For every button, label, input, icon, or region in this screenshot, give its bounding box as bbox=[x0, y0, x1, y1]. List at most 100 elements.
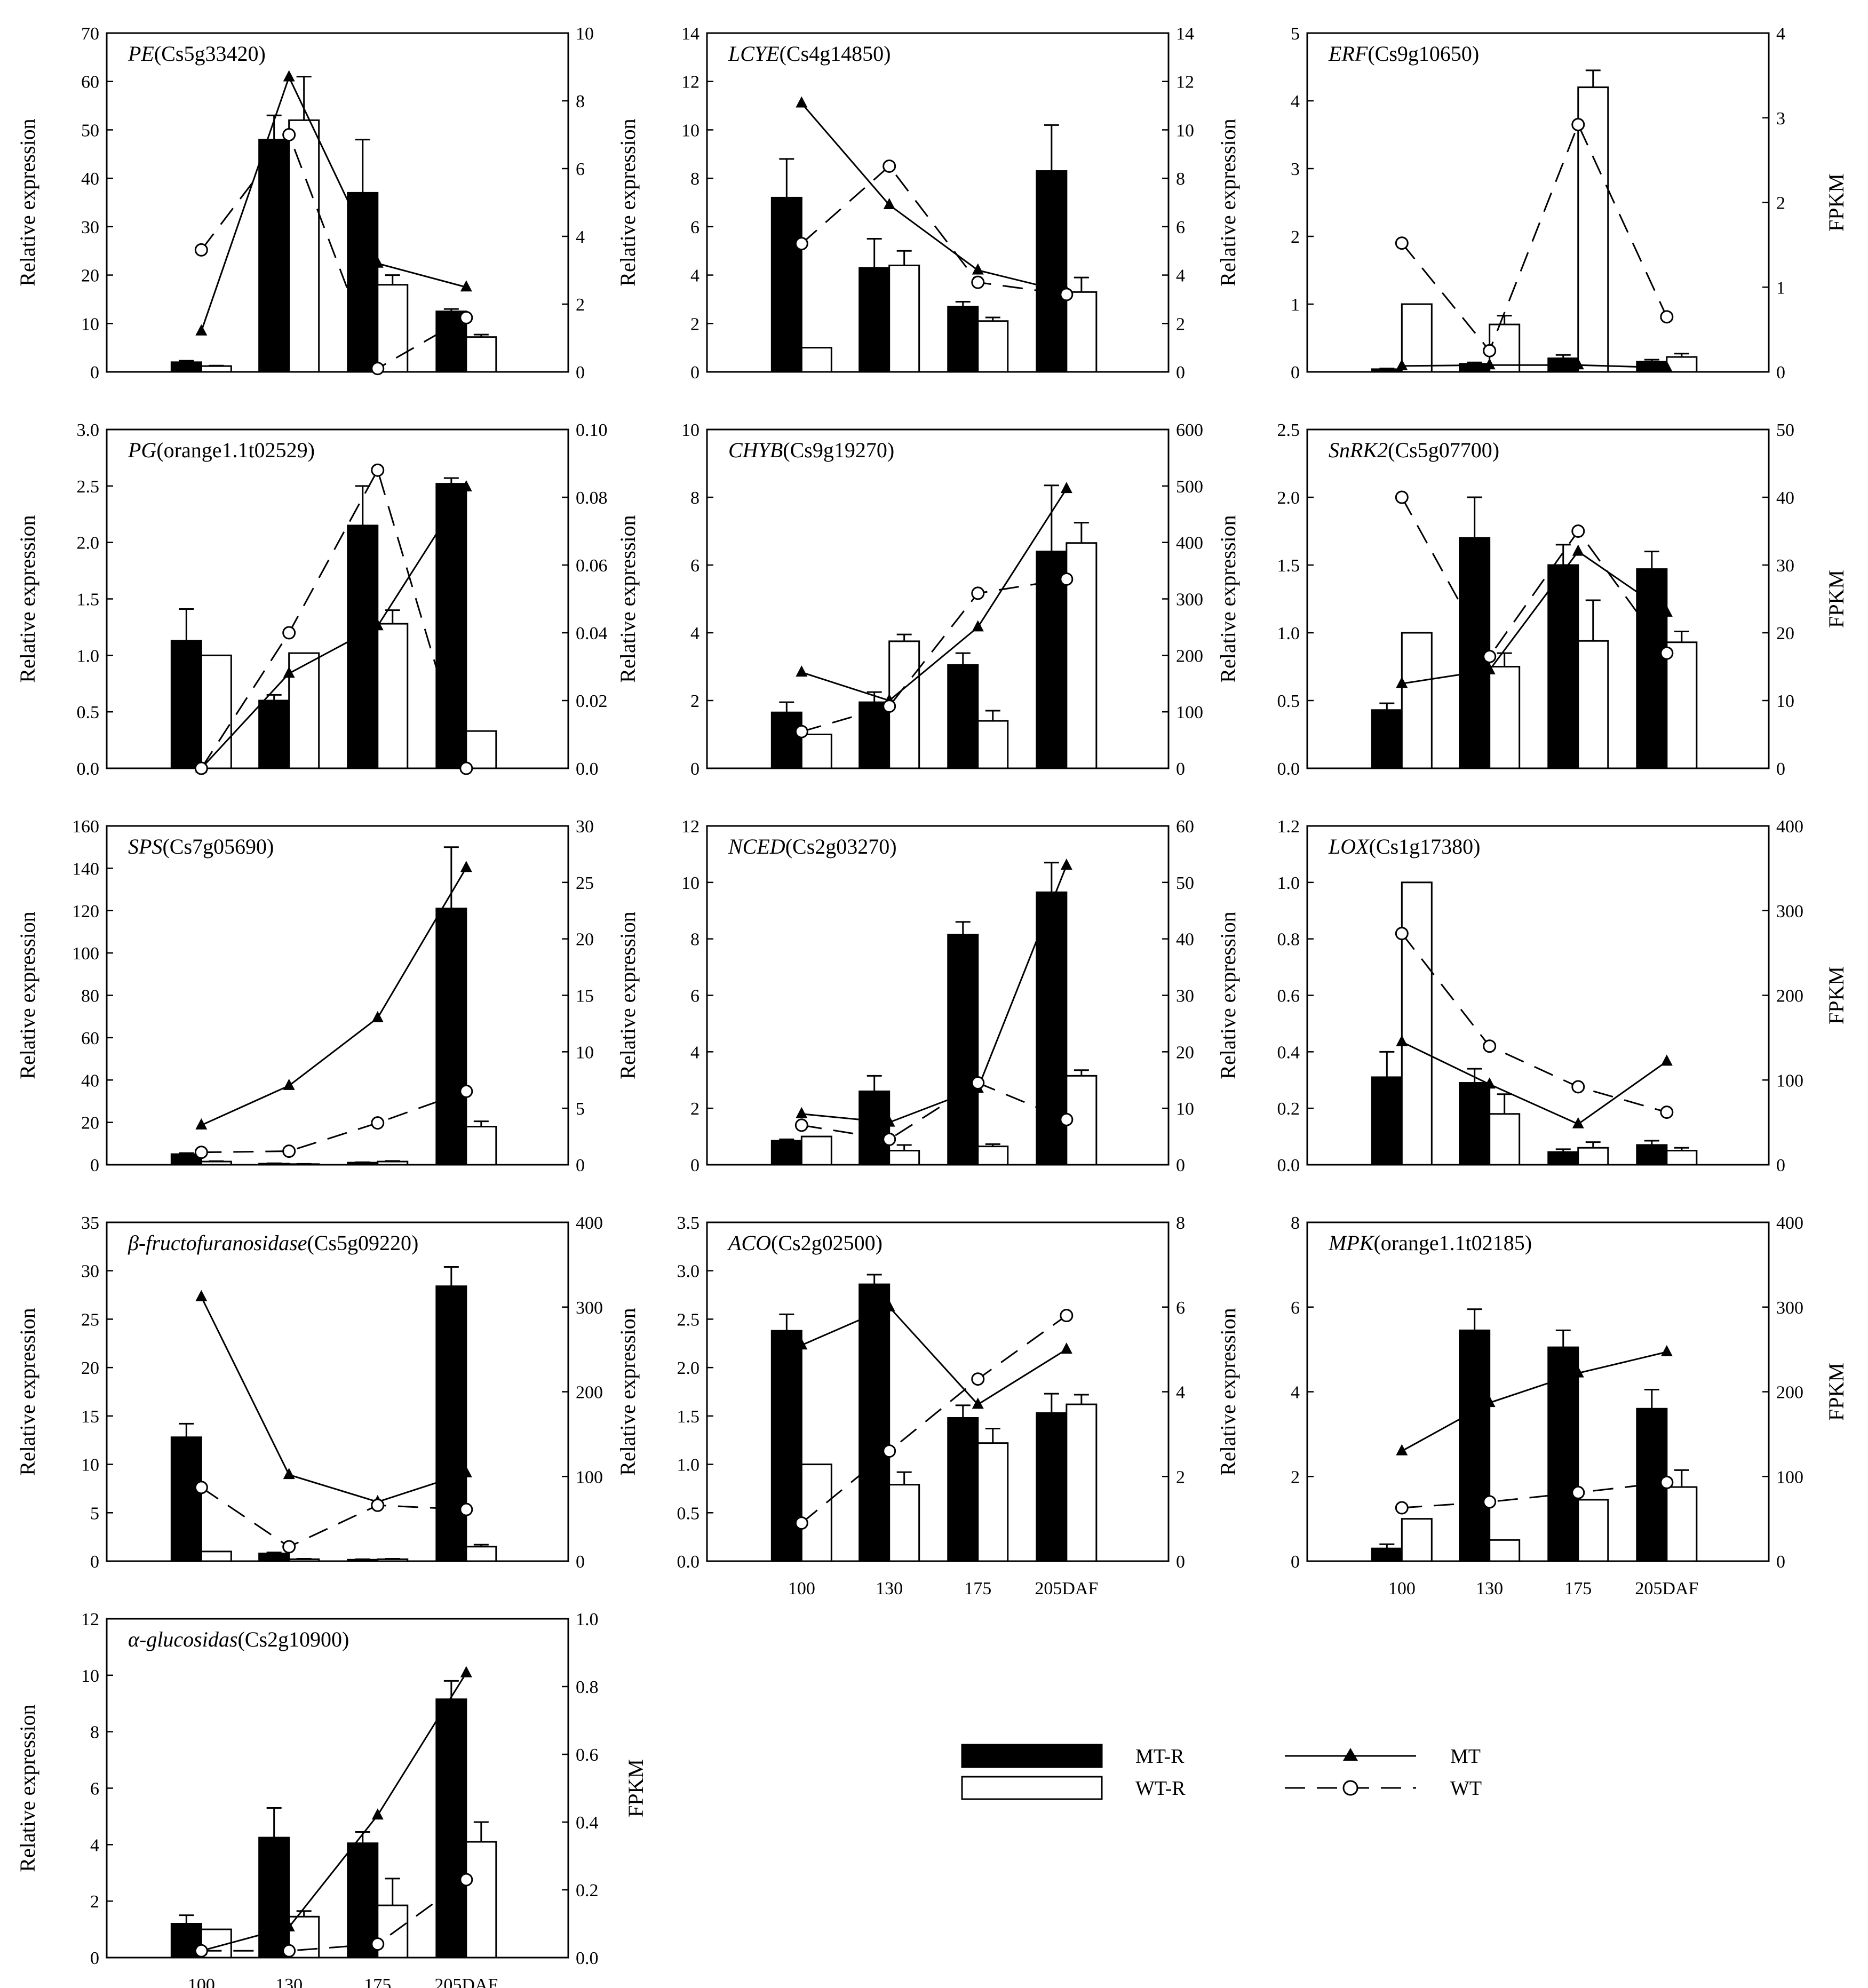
line-wt bbox=[201, 1486, 466, 1548]
right-tick-label: 8 bbox=[1176, 169, 1185, 189]
point-mt bbox=[1660, 361, 1673, 372]
point-wt bbox=[1660, 646, 1674, 660]
right-tick-label: 400 bbox=[576, 1213, 603, 1233]
point-wt bbox=[1571, 524, 1585, 538]
gene-name: LOX bbox=[1328, 834, 1370, 858]
gene-title: ERF(Cs9g10650) bbox=[1328, 42, 1479, 66]
point-wt bbox=[1483, 1495, 1497, 1509]
left-tick-label: 0 bbox=[1291, 363, 1300, 383]
left-tick-label: 25 bbox=[81, 1310, 99, 1330]
gene-name: CHYB bbox=[728, 438, 783, 462]
bar-mt-r bbox=[770, 196, 802, 373]
left-tick-label: 12 bbox=[681, 73, 699, 92]
bar-wt-r bbox=[1666, 1486, 1698, 1562]
bar-wt-r bbox=[288, 119, 320, 373]
left-tick-label: 140 bbox=[72, 859, 99, 879]
left-tick-label: 30 bbox=[81, 218, 99, 237]
bar-mt-r bbox=[347, 524, 379, 769]
left-tick-label: 35 bbox=[81, 1213, 99, 1233]
point-mt bbox=[1660, 1345, 1673, 1356]
point-mt bbox=[1572, 1366, 1584, 1378]
left-tick-label: 0.0 bbox=[1277, 759, 1300, 779]
left-tick-label: 40 bbox=[81, 1071, 99, 1091]
bar-wt-r bbox=[1401, 632, 1433, 769]
right-tick-label: 500 bbox=[1176, 477, 1203, 497]
bar-mt-r bbox=[859, 701, 891, 769]
point-wt bbox=[1571, 117, 1585, 131]
bar-wt-r bbox=[1489, 1539, 1521, 1562]
right-tick-label: 0.4 bbox=[576, 1813, 599, 1833]
x-tick-label: 205DAF bbox=[1035, 1579, 1098, 1599]
point-mt bbox=[195, 324, 208, 336]
left-tick-label: 20 bbox=[81, 1114, 99, 1133]
gene-name: SnRK2 bbox=[1329, 438, 1388, 462]
right-tick-label: 10 bbox=[576, 1043, 594, 1062]
left-tick-label: 14 bbox=[681, 24, 699, 44]
left-tick-label: 2.5 bbox=[677, 1310, 700, 1330]
line-wt bbox=[201, 468, 467, 769]
bar-mt-r bbox=[947, 934, 979, 1166]
y-axis-title-right: FPKM bbox=[1824, 966, 1848, 1024]
point-wt bbox=[459, 1084, 473, 1098]
left-tick-label: 100 bbox=[72, 944, 99, 964]
point-mt bbox=[371, 1808, 384, 1820]
point-wt bbox=[794, 725, 808, 738]
left-tick-label: 5 bbox=[1291, 24, 1300, 44]
gene-id: (Cs5g33420) bbox=[154, 42, 266, 66]
point-mt bbox=[972, 620, 984, 632]
plot-frame bbox=[706, 825, 1170, 1166]
right-tick-label: 6 bbox=[1176, 1298, 1185, 1318]
x-tick-label: 100 bbox=[788, 1579, 815, 1599]
x-tick-label: 175 bbox=[964, 1579, 991, 1599]
point-wt bbox=[194, 1481, 208, 1494]
bar-mt-r bbox=[1036, 551, 1068, 769]
bar-mt-r bbox=[258, 1552, 290, 1562]
point-mt bbox=[371, 1011, 384, 1022]
line-wt bbox=[801, 165, 1067, 296]
left-tick-label: 0 bbox=[690, 759, 699, 779]
point-wt bbox=[883, 1444, 896, 1458]
point-mt bbox=[1060, 482, 1072, 494]
bar-mt-r bbox=[1371, 1547, 1403, 1562]
left-tick-label: 0.5 bbox=[1277, 691, 1300, 711]
left-tick-label: 80 bbox=[81, 987, 99, 1006]
plot-frame bbox=[106, 1618, 569, 1959]
point-wt bbox=[371, 362, 385, 376]
point-wt bbox=[1060, 1309, 1074, 1323]
left-tick-label: 1.0 bbox=[1277, 873, 1300, 893]
left-tick-label: 0.4 bbox=[1277, 1043, 1300, 1062]
point-mt bbox=[883, 198, 895, 210]
left-tick-label: 2 bbox=[1291, 1467, 1300, 1487]
gene-id: (orange1.1t02529) bbox=[156, 438, 315, 462]
bar-wt-r bbox=[1489, 666, 1521, 769]
gene-id: (Cs5g09220) bbox=[307, 1231, 418, 1255]
point-mt bbox=[195, 1118, 208, 1130]
right-tick-label: 0 bbox=[1176, 759, 1185, 779]
point-wt bbox=[971, 275, 985, 289]
bar-mt-r bbox=[1636, 1144, 1668, 1166]
y-axis-title-left: Relative expression bbox=[616, 911, 640, 1079]
gene-id: (Cs9g10650) bbox=[1368, 42, 1479, 66]
left-tick-label: 10 bbox=[681, 873, 699, 893]
bar-mt-r bbox=[435, 1285, 467, 1562]
line-mt bbox=[1402, 550, 1667, 685]
left-tick-label: 20 bbox=[81, 266, 99, 286]
left-tick-label: 6 bbox=[690, 556, 699, 576]
point-mt bbox=[1060, 1342, 1072, 1354]
left-tick-label: 2 bbox=[90, 1892, 99, 1912]
x-tick-label: 100 bbox=[188, 1975, 215, 1988]
left-tick-label: 0.0 bbox=[677, 1552, 700, 1572]
right-tick-label: 100 bbox=[576, 1467, 603, 1487]
right-tick-label: 0.08 bbox=[576, 488, 608, 508]
point-wt bbox=[371, 463, 385, 477]
point-mt bbox=[883, 1300, 895, 1311]
bar-mt-r bbox=[347, 192, 379, 373]
right-tick-label: 30 bbox=[576, 817, 594, 837]
left-tick-label: 2.0 bbox=[677, 1358, 700, 1378]
legend-wt-r-swatch bbox=[961, 1776, 1103, 1800]
chart-panel-fructofuranosidase: 0 5 10 15 20 25 30 35 0 100 200 300 400 Relative expr… bbox=[15, 1213, 603, 1572]
plot-frame bbox=[1306, 1221, 1770, 1562]
legend-wt-r-label: WT-R bbox=[1135, 1777, 1186, 1800]
left-tick-label: 160 bbox=[72, 817, 99, 837]
